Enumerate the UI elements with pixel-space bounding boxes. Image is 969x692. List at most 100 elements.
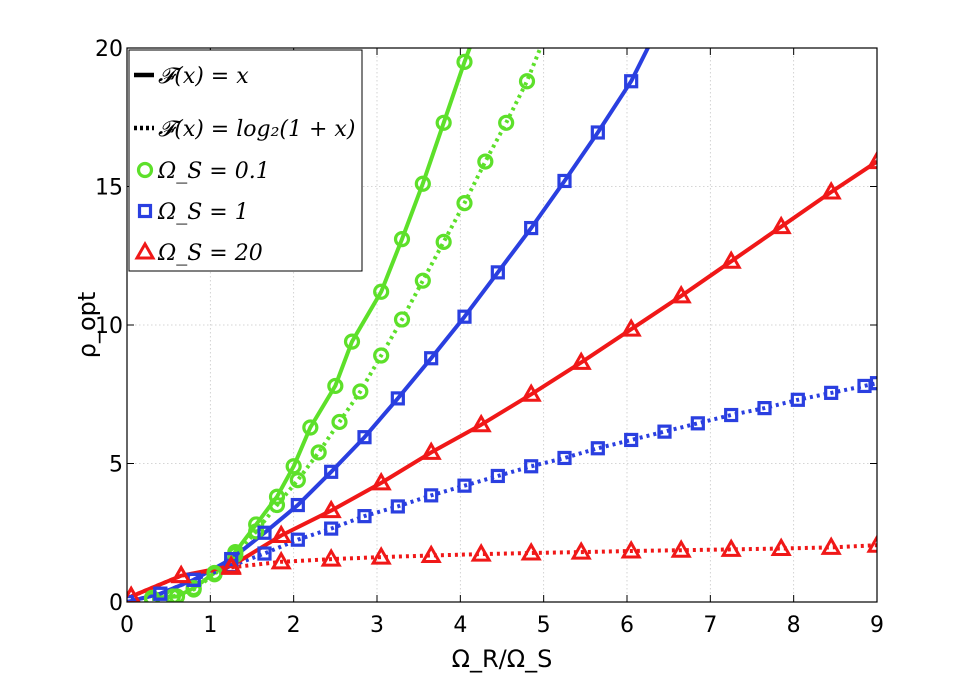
series-2-point	[490, 265, 505, 280]
series-3-point	[490, 468, 505, 484]
series-5-point	[670, 539, 692, 558]
series-2-point	[557, 173, 572, 189]
series-5-point	[320, 548, 342, 567]
series-3-point	[724, 407, 739, 423]
series-3-point	[657, 424, 672, 439]
legend-marker-2	[136, 161, 154, 179]
series-2-point	[524, 220, 539, 236]
series-0-point	[327, 377, 344, 395]
x-tick-label: 0	[120, 613, 134, 638]
series-1-point	[373, 347, 390, 364]
series-1-point	[518, 73, 536, 90]
series-0-point	[456, 53, 473, 70]
series-0-point	[393, 231, 411, 248]
legend: 𝓕(x) = x 𝓕(x) = log₂(1 + x) Ω_S = 0.1 Ω_S =…	[128, 49, 363, 272]
series-3-point	[390, 499, 405, 514]
x-tick-label: 5	[537, 613, 551, 638]
y-tick-label: 15	[95, 176, 123, 201]
series-5-point	[720, 538, 742, 557]
y-tick-label: 5	[109, 453, 123, 478]
series-4-point	[470, 413, 492, 433]
x-tick-label: 6	[620, 613, 634, 638]
legend-box	[128, 49, 363, 272]
legend-marker-3	[137, 203, 153, 219]
series-2-point	[290, 497, 305, 513]
series-3-point	[153, 586, 168, 601]
series-0-point	[343, 333, 361, 350]
series-4-point	[820, 181, 842, 200]
series-3-point	[790, 392, 805, 407]
series-1-point	[352, 383, 369, 400]
y-tick-label: 10	[95, 314, 123, 339]
series-1-point	[310, 444, 327, 461]
legend-label-1: 𝓕(x) = log₂(1 + x)	[158, 117, 355, 142]
series-5-point	[820, 536, 842, 555]
series-4-point	[370, 471, 392, 491]
legend-label-4: Ω_S = 20	[157, 241, 263, 266]
series-3-point	[590, 441, 605, 456]
series-3-point	[424, 488, 439, 503]
x-tick-label: 3	[370, 613, 384, 638]
series-3-point	[557, 450, 572, 466]
series-3-point	[257, 546, 272, 561]
y-axis-label: ρ_opt	[73, 292, 101, 359]
series-5-point	[620, 540, 642, 559]
series-0-point	[414, 175, 431, 192]
series-4-point	[570, 351, 592, 370]
series-3-point	[690, 416, 705, 431]
legend-label-0: 𝓕(x) = x	[158, 64, 249, 89]
series-4-point	[770, 215, 792, 235]
series-1-point	[185, 581, 202, 598]
legend-label-3: Ω_S = 1	[157, 200, 249, 225]
series-5-point	[420, 544, 442, 563]
series-line-4	[130, 159, 877, 599]
y-tick-label: 20	[95, 37, 123, 62]
series-1-point	[268, 496, 286, 514]
series-3-point	[524, 459, 539, 474]
series-2-point	[390, 391, 405, 406]
x-tick-label: 7	[703, 613, 717, 638]
series-5-point	[570, 541, 592, 560]
series-1-point	[289, 472, 306, 489]
series-4-point	[720, 250, 742, 269]
series-0-point	[435, 114, 452, 131]
series-2-point	[457, 309, 472, 324]
series-1-point	[456, 195, 473, 212]
series-3-point	[824, 385, 839, 400]
series-line-5	[130, 543, 877, 599]
legend-marker-4	[134, 240, 156, 260]
series-5-point	[770, 537, 792, 557]
series-2-point	[324, 464, 339, 479]
series-markers	[127, 53, 877, 602]
series-2-point	[590, 125, 605, 140]
series-1-point	[435, 233, 452, 250]
x-tick-label: 9	[870, 613, 884, 638]
y-tick-label: 0	[109, 591, 123, 616]
series-0-point	[285, 458, 302, 475]
series-5-point	[220, 556, 242, 575]
series-3-point	[869, 376, 877, 391]
series-3-point	[457, 478, 472, 493]
series-0-point	[302, 419, 319, 436]
series-1-point	[414, 272, 431, 289]
series-5-point	[170, 564, 192, 584]
series-1-point	[393, 311, 411, 328]
series-1-point	[498, 114, 515, 131]
x-axis-label: Ω_R/Ω_S	[452, 645, 553, 673]
series-3-point	[290, 532, 305, 547]
series-4-point	[620, 318, 642, 337]
series-4-point	[420, 441, 442, 460]
x-tick-label: 4	[453, 613, 467, 638]
series-5-point	[866, 534, 877, 553]
series-2-point	[624, 74, 639, 89]
series-3-point	[324, 521, 339, 536]
series-4-point	[866, 150, 877, 170]
x-tick-label: 8	[787, 613, 801, 638]
series-0-point	[373, 283, 390, 300]
series-4-point	[520, 383, 542, 402]
series-0-point	[248, 516, 265, 533]
series-0-point	[268, 488, 286, 505]
ticks: 0 1 2 3 4 5 6 7 8 9 0 5 10 15 20	[95, 37, 884, 638]
series-5-point	[520, 541, 542, 561]
